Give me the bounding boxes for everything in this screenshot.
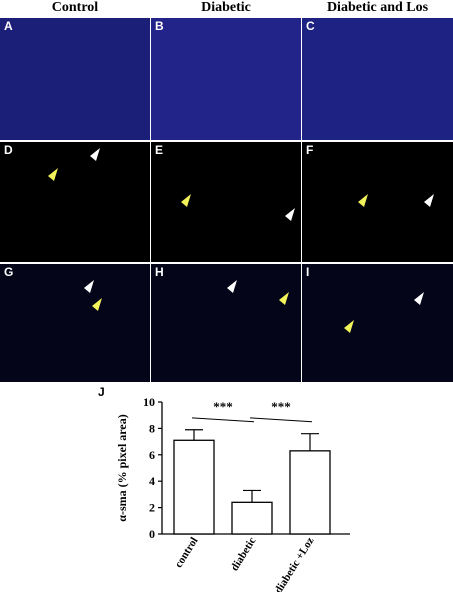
significance-stars: *** [271,399,291,414]
white-arrowhead-icon [90,148,100,161]
y-tick-label: 2 [149,501,155,515]
white-arrowhead-icon [227,280,237,293]
y-tick-label: 4 [149,474,155,488]
y-tick-label: 10 [143,395,155,409]
panel-label: F [306,143,314,157]
panel-label-j: J [98,385,105,399]
micrograph-panel-h: H [151,264,301,382]
micrograph-panel-e: E [151,142,301,262]
micrograph-panel-a: A [0,18,150,140]
category-label: control [173,535,201,570]
yellow-arrowhead-icon [92,298,102,311]
panel-label: C [306,19,315,33]
micrograph-panel-c: C [302,18,453,140]
significance-line [249,417,313,423]
white-arrowhead-icon [414,292,424,305]
yellow-arrowhead-icon [358,194,368,207]
yellow-arrowhead-icon [344,320,354,333]
panel-label: G [4,265,14,279]
panel-label: E [155,143,164,157]
y-tick-label: 6 [149,448,155,462]
significance-stars: *** [213,399,233,414]
micrograph-panel-g: G [0,264,150,382]
category-label: diabetic [229,535,259,573]
y-tick-label: 8 [149,421,155,435]
white-arrowhead-icon [285,208,295,221]
category-label: diabetic +Loz [272,535,316,592]
bar-diabetic [231,501,273,535]
white-arrowhead-icon [84,280,94,293]
yellow-arrowhead-icon [48,168,58,181]
bar-diabetic-loz [289,450,331,535]
panel-label: H [155,265,164,279]
panel-label: A [4,19,13,33]
bar-control [173,439,215,535]
bar-chart: 0 2 4 6 8 10 α-sma (% pixel area) control diabet… [115,395,350,592]
micrograph-panel-f: F [302,142,453,262]
column-header-diabetic: Diabetic [201,0,251,15]
panel-label: B [155,19,164,33]
y-tick-label: 0 [149,527,155,541]
panel-label: D [4,143,13,157]
column-header-control: Control [51,0,99,15]
micrograph-panel-i: I [302,264,453,382]
column-header-diabetic-los: Diabetic and Los [326,0,429,15]
significance-line [191,417,255,423]
micrograph-panel-d: D [0,142,150,262]
micrograph-panel-b: B [151,18,301,140]
white-arrowhead-icon [424,194,434,207]
panel-label: I [306,265,310,279]
yellow-arrowhead-icon [181,194,191,207]
yellow-arrowhead-icon [279,292,289,305]
y-axis-label: α-sma (% pixel area) [115,414,129,521]
